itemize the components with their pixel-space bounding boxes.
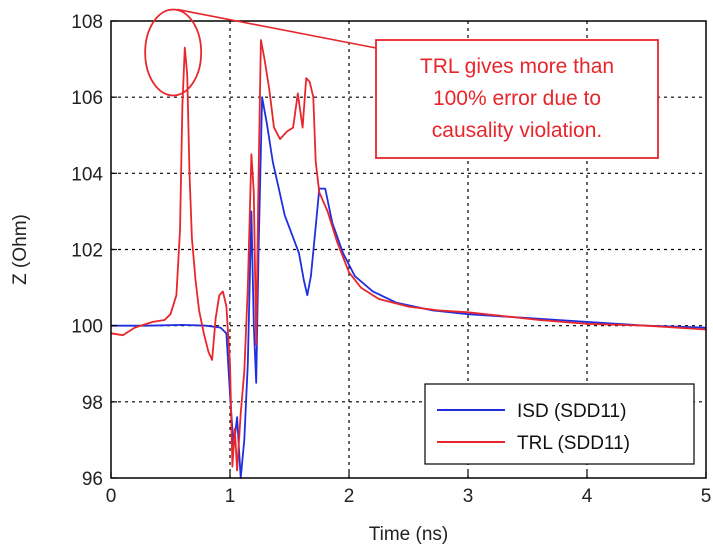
- x-tick-label: 4: [582, 486, 593, 507]
- y-axis-label: Z (Ohm): [10, 214, 31, 285]
- y-tick-label: 98: [82, 393, 103, 414]
- annotation-ellipse: [144, 8, 203, 97]
- x-axis-label: Time (ns): [369, 524, 449, 545]
- legend-label-isd: ISD (SDD11): [517, 401, 626, 422]
- x-tick-label: 3: [463, 486, 474, 507]
- y-tick-label: 96: [82, 469, 103, 490]
- x-tick-label: 5: [701, 486, 712, 507]
- legend: ISD (SDD11) TRL (SDD11): [424, 383, 695, 465]
- y-tick-label: 102: [71, 241, 103, 262]
- x-tick-label: 0: [106, 486, 117, 507]
- annotation-leader-line: [177, 8, 377, 49]
- y-tick-label: 104: [71, 164, 103, 185]
- annotation: TRL gives more than 100% error due to ca…: [144, 8, 659, 159]
- y-axis-ticks: 96 98 100 102 104 106 108: [71, 12, 117, 490]
- annotation-line-1: TRL gives more than: [420, 55, 614, 78]
- y-tick-label: 100: [71, 317, 103, 338]
- legend-label-trl: TRL (SDD11): [517, 433, 630, 454]
- plot-series: [110, 39, 707, 479]
- annotation-line-2: 100% error due to: [433, 87, 601, 110]
- legend-box: [424, 383, 695, 465]
- y-tick-label: 106: [71, 88, 103, 109]
- x-tick-label: 1: [225, 486, 236, 507]
- y-tick-label: 108: [71, 12, 103, 33]
- series-line-trl: [110, 39, 707, 472]
- x-tick-label: 2: [344, 486, 355, 507]
- x-axis-ticks: 0 1 2 3 4 5: [106, 472, 712, 507]
- annotation-line-3: causality violation.: [432, 119, 602, 142]
- annotation-box: [375, 39, 659, 159]
